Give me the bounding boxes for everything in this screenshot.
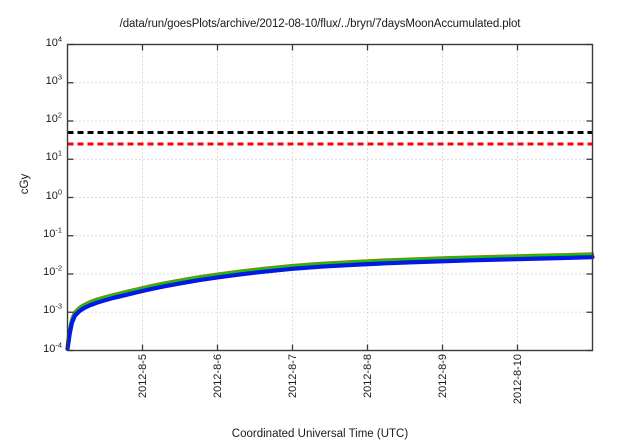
x-tick-label: 2012-8-8 <box>361 354 374 399</box>
y-tick-label: 10-3 <box>43 301 62 317</box>
x-tick-label: 2012-8-10 <box>511 354 524 405</box>
y-tick-label: 103 <box>45 72 62 87</box>
y-tick-label: 102 <box>45 110 62 125</box>
plot-frame <box>66 43 594 352</box>
gridlines <box>67 44 593 351</box>
series-line <box>65 253 595 347</box>
axis-ticks <box>67 43 593 352</box>
y-tick-label: 104 <box>45 33 62 49</box>
chart-title: /data/run/goesPlots/archive/2012-08-10/f… <box>119 18 521 30</box>
y-tick-label: 10-1 <box>43 225 62 240</box>
y-tick-label: 101 <box>45 148 62 164</box>
threshold-lines <box>67 131 593 146</box>
data-series <box>65 252 595 352</box>
x-tick-label: 2012-8-9 <box>436 354 449 399</box>
y-tick-label: 10-4 <box>43 339 62 355</box>
y-tick-label: 10-2 <box>43 263 62 278</box>
x-tick-label: 2012-8-7 <box>286 354 299 399</box>
x-tick-label: 2012-8-6 <box>211 354 224 399</box>
series-line <box>65 255 595 352</box>
x-axis-label: Coordinated Universal Time (UTC) <box>231 428 409 440</box>
x-tick-label: 2012-8-5 <box>136 354 149 399</box>
y-tick-label: 100 <box>45 186 62 202</box>
